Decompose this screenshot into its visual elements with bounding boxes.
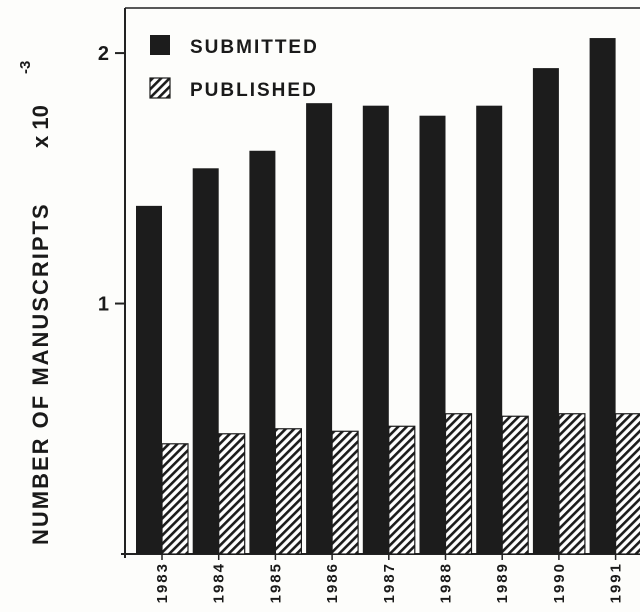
x-tick-label: 1984 [211,562,228,603]
x-tick-label: 1986 [324,562,341,603]
bar-submitted [476,105,503,555]
x-tick-label: 1985 [267,562,284,603]
x-tick-label: 1989 [494,562,511,603]
bar-published [218,433,246,555]
legend-label-submitted: SUBMITTED [190,37,319,58]
bar-published [161,443,189,555]
x-tick-label: 1983 [154,562,171,603]
bar-submitted [136,205,162,555]
x-tick-label: 1991 [608,562,625,603]
y-tick-label: 1 [98,294,109,316]
y-axis-title-exponent: -3 [17,61,34,74]
legend-swatch-published [149,77,171,99]
legend-swatch-submitted [150,35,170,55]
y-tick-label: 2 [98,43,109,65]
bar-submitted [192,168,219,554]
bar-submitted [419,115,446,554]
bar-published [614,413,640,555]
y-axis-title-svg: NUMBER OF MANUSCRIPTS x 10 -3 [17,61,53,545]
bar-published [331,430,359,555]
bar-published [444,413,473,555]
x-tick-label: 1987 [381,562,398,603]
y-axis-title-suffix: x 10 [28,105,53,148]
bar-published [501,415,529,555]
y-axis-title-block: NUMBER OF MANUSCRIPTS x 10 -3 [6,30,58,550]
bar-published [274,428,302,555]
bar-published [558,413,586,555]
bar-submitted [589,38,616,554]
bar-submitted [362,105,389,555]
bar-submitted [532,68,559,554]
x-tick-label: 1988 [438,562,455,603]
bar-published [388,425,416,555]
legend-label-published: PUBLISHED [190,80,318,101]
bar-submitted [249,150,276,554]
y-axis-title: NUMBER OF MANUSCRIPTS [28,202,53,545]
bar-submitted [306,103,333,554]
x-tick-label: 1990 [551,562,568,603]
